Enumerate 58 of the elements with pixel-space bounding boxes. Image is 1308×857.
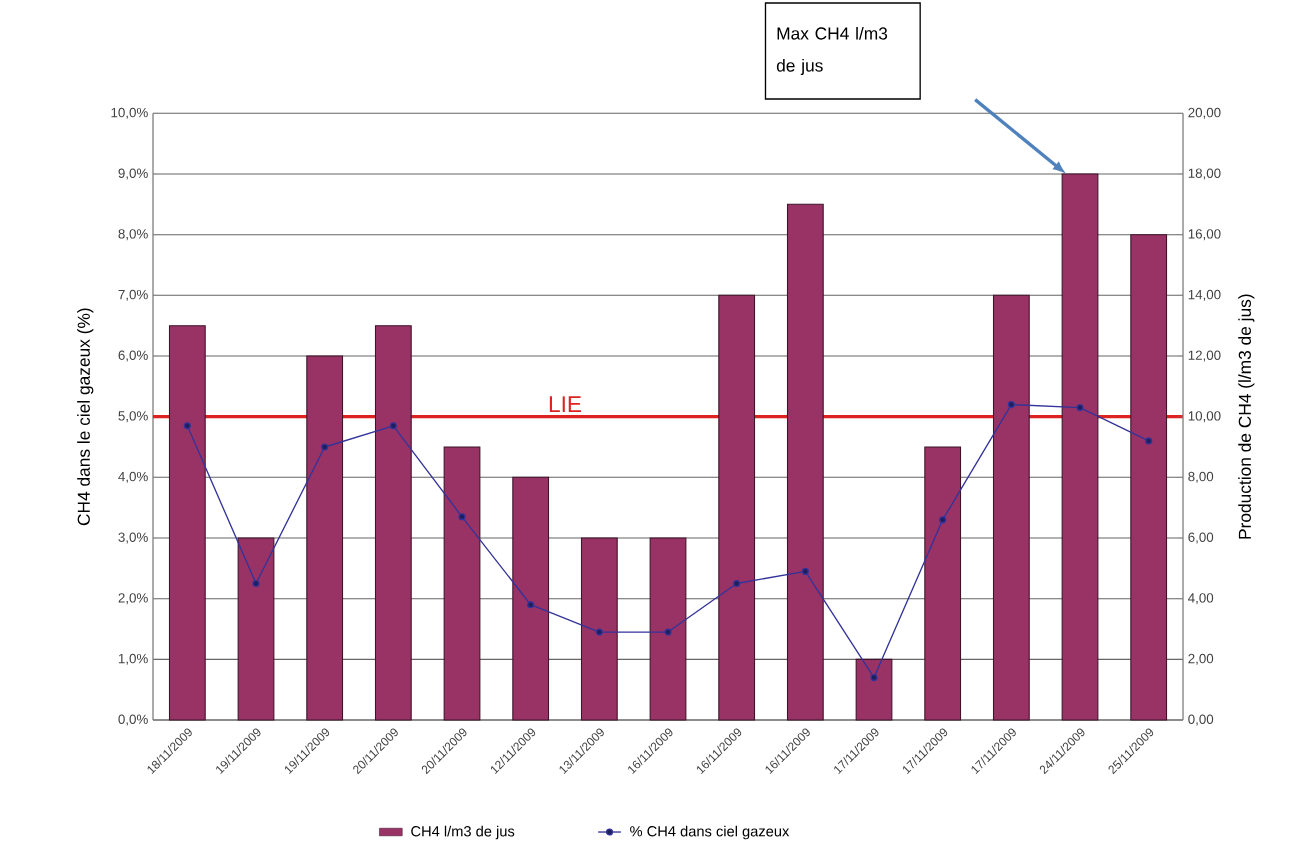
y2-tick-label: 16,00 — [1188, 229, 1221, 241]
y-tick-label: 5,0% — [118, 411, 148, 423]
y-tick-label: 9,0% — [118, 168, 148, 180]
y2-tick-label: 4,00 — [1188, 593, 1214, 605]
bar — [1130, 234, 1168, 721]
y-tick-label: 3,0% — [118, 532, 148, 544]
legend-label: CH4 l/m3 de jus — [411, 825, 515, 840]
bar — [855, 658, 893, 721]
point — [664, 628, 672, 636]
y2-tick-label: 0,00 — [1188, 714, 1214, 726]
text: Max CH4 l/m3 de jus — [776, 26, 888, 76]
bar — [580, 537, 618, 721]
bar — [649, 537, 687, 721]
point — [1145, 437, 1153, 445]
point — [939, 516, 947, 524]
y2-tick-label: 8,00 — [1188, 471, 1214, 483]
y2-tick-label: 14,00 — [1188, 289, 1221, 301]
point — [595, 628, 603, 636]
point — [733, 579, 741, 588]
bar — [786, 203, 824, 721]
point — [458, 513, 466, 521]
bar — [1061, 173, 1099, 721]
ref-line-label: LIE — [549, 396, 582, 412]
bar — [924, 446, 962, 721]
y-tick-label: 4,0% — [118, 471, 148, 483]
point — [801, 567, 809, 575]
y-axis-title: CH4 dans le ciel gazeux (%) — [77, 308, 94, 526]
bar — [718, 294, 756, 721]
y-tick-label: 8,0% — [118, 229, 148, 241]
y2-tick-label: 2,00 — [1188, 653, 1214, 665]
point — [252, 579, 260, 588]
y2-tick-label: 10,00 — [1188, 411, 1221, 423]
bar — [512, 476, 550, 721]
y2-tick-label: 6,00 — [1188, 532, 1214, 544]
point — [183, 422, 191, 430]
point — [1007, 400, 1015, 409]
y2-tick-label: 20,00 — [1188, 107, 1221, 119]
y2-tick-label: 18,00 — [1188, 168, 1221, 180]
point — [527, 601, 535, 609]
bar — [237, 537, 275, 721]
point — [870, 673, 878, 682]
bar — [306, 355, 344, 721]
y-tick-label: 0,0% — [118, 714, 148, 726]
bar — [443, 446, 481, 721]
y2-tick-label: 12,00 — [1188, 350, 1221, 362]
y-tick-label: 2,0% — [118, 593, 148, 605]
legend-label: % CH4 dans ciel gazeux — [630, 825, 790, 840]
bar — [374, 325, 412, 721]
bar — [992, 294, 1030, 721]
bar — [168, 325, 206, 721]
y-tick-label: 10,0% — [111, 107, 148, 119]
point — [389, 422, 397, 430]
point — [1076, 403, 1084, 412]
y2-axis-title: Production de CH4 (l/m3 de jus) — [1238, 294, 1255, 539]
y-tick-label: 6,0% — [118, 350, 148, 362]
y-tick-label: 7,0% — [118, 289, 148, 301]
point — [321, 443, 329, 451]
y-tick-label: 1,0% — [118, 653, 148, 665]
